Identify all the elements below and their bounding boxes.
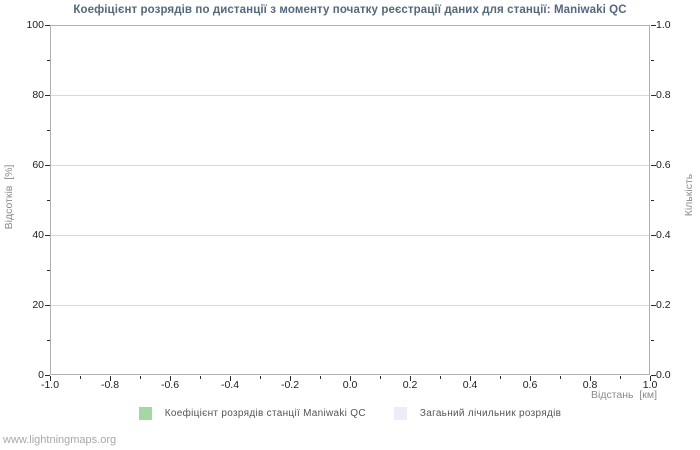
y-tick-label-left: 40 <box>32 229 44 241</box>
minor-tick-left <box>47 130 50 131</box>
major-tick-right <box>651 165 656 166</box>
x-tick-label: 0.0 <box>342 379 358 391</box>
y-axis-label-left: Відсотків [%] <box>3 164 15 230</box>
minor-tick-bottom <box>200 376 201 379</box>
y-tick-label-right: 0.0 <box>656 369 671 381</box>
minor-tick-right <box>651 270 654 271</box>
y-tick-label-right: 0.4 <box>656 229 671 241</box>
gridline <box>51 305 649 306</box>
legend-label-total-counter: Загаьний лічильник розрядів <box>419 408 562 419</box>
minor-tick-right <box>651 200 654 201</box>
x-tick-label: 0.6 <box>522 379 538 391</box>
legend-item-station-ratio: Коефіцієнт розрядів станції Maniwaki QC <box>138 407 366 420</box>
major-tick-right <box>651 235 656 236</box>
major-tick-right <box>651 375 656 376</box>
minor-tick-right <box>651 60 654 61</box>
y-tick-label-right: 0.6 <box>656 159 671 171</box>
legend: Коефіцієнт розрядів станції Maniwaki QC … <box>0 407 700 420</box>
major-tick-bottom <box>230 376 231 381</box>
major-tick-right <box>651 25 656 26</box>
major-tick-bottom <box>410 376 411 381</box>
x-tick-label: -0.2 <box>280 379 300 391</box>
y-tick-label-left: 60 <box>32 159 44 171</box>
y-tick-label-left: 0 <box>38 369 44 381</box>
major-tick-bottom <box>470 376 471 381</box>
minor-tick-left <box>47 270 50 271</box>
y-tick-label-left: 20 <box>32 299 44 311</box>
minor-tick-right <box>651 340 654 341</box>
y-tick-label-right: 0.2 <box>656 299 671 311</box>
legend-swatch-station-ratio <box>138 407 152 420</box>
major-tick-left <box>45 95 50 96</box>
x-tick-label: -0.4 <box>220 379 240 391</box>
minor-tick-bottom <box>620 376 621 379</box>
minor-tick-bottom <box>380 376 381 379</box>
major-tick-bottom <box>290 376 291 381</box>
y-tick-label-right: 1.0 <box>656 19 671 31</box>
minor-tick-right <box>651 130 654 131</box>
major-tick-bottom <box>110 376 111 381</box>
major-tick-left <box>45 305 50 306</box>
major-tick-bottom <box>50 376 51 381</box>
major-tick-left <box>45 375 50 376</box>
y-tick-label-left: 100 <box>26 19 44 31</box>
minor-tick-bottom <box>440 376 441 379</box>
y-axis-label-right: Кількість <box>683 173 695 217</box>
x-tick-label: 1.0 <box>642 379 658 391</box>
x-tick-label: 0.4 <box>462 379 478 391</box>
major-tick-left <box>45 25 50 26</box>
plot-area <box>50 25 650 375</box>
legend-item-total-counter: Загаьний лічильник розрядів <box>393 407 562 420</box>
gridline <box>51 165 649 166</box>
major-tick-bottom <box>170 376 171 381</box>
x-tick-label: 0.8 <box>582 379 598 391</box>
y-tick-label-right: 0.8 <box>656 89 671 101</box>
minor-tick-bottom <box>140 376 141 379</box>
minor-tick-bottom <box>500 376 501 379</box>
gridline <box>51 95 649 96</box>
minor-tick-left <box>47 340 50 341</box>
minor-tick-bottom <box>260 376 261 379</box>
legend-swatch-total-counter <box>393 407 407 420</box>
major-tick-right <box>651 305 656 306</box>
watermark: www.lightningmaps.org <box>3 434 117 446</box>
minor-tick-left <box>47 60 50 61</box>
y-tick-label-left: 80 <box>32 89 44 101</box>
gridline <box>51 235 649 236</box>
major-tick-left <box>45 165 50 166</box>
x-tick-label: -0.6 <box>160 379 180 391</box>
legend-label-station-ratio: Коефіцієнт розрядів станції Maniwaki QC <box>164 408 366 419</box>
major-tick-right <box>651 95 656 96</box>
major-tick-bottom <box>590 376 591 381</box>
minor-tick-bottom <box>80 376 81 379</box>
x-tick-label: 0.2 <box>402 379 418 391</box>
x-tick-label: -1.0 <box>40 379 60 391</box>
x-tick-label: -0.8 <box>100 379 120 391</box>
major-tick-left <box>45 235 50 236</box>
major-tick-bottom <box>530 376 531 381</box>
major-tick-bottom <box>350 376 351 381</box>
minor-tick-bottom <box>320 376 321 379</box>
x-axis-label: Відстань [км] <box>591 389 657 401</box>
minor-tick-left <box>47 200 50 201</box>
major-tick-bottom <box>650 376 651 381</box>
minor-tick-bottom <box>560 376 561 379</box>
chart-title: Коефіцієнт розрядів по дистанції з момен… <box>73 4 627 16</box>
